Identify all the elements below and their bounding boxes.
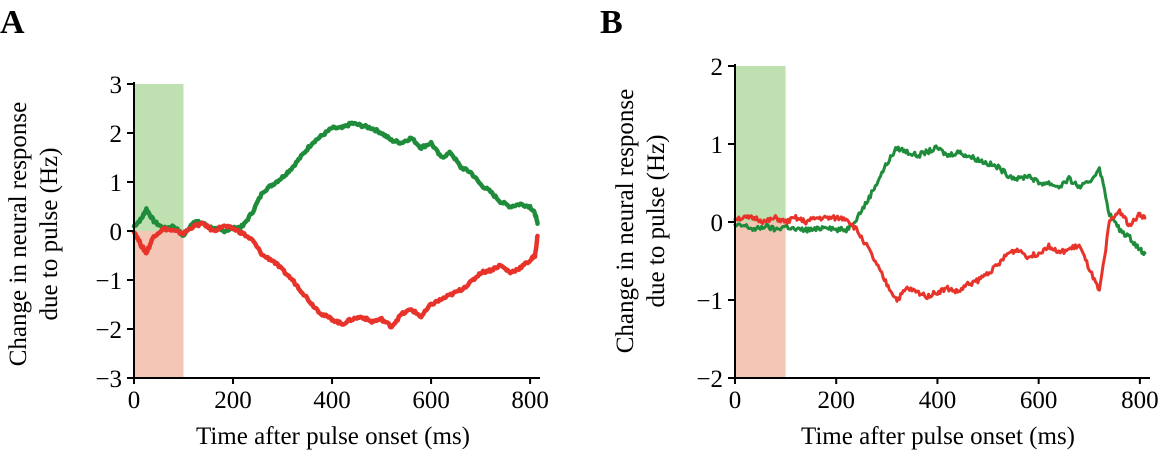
panel-b-xtick-label: 800 [1121, 387, 1159, 414]
panel-a-series-red [131, 220, 540, 330]
panel-a-xtick-label: 800 [511, 387, 549, 414]
panel-a-xtick-label: 0 [128, 387, 141, 414]
panel-b-pulse-shade-red [735, 222, 786, 378]
panel-a-xlabel: Time after pulse onset (ms) [196, 423, 470, 450]
panel-b-pulse-shade-green [735, 66, 786, 222]
panel-a-pulse-shade-red [134, 231, 184, 378]
panel-a-ylabel: Change in neural response due to pulse (… [5, 102, 63, 367]
panel-a-ytick-label: 1 [110, 170, 123, 197]
panel-b-ytick-label: 0 [711, 210, 724, 237]
panel-b-xlabel: Time after pulse onset (ms) [801, 423, 1075, 450]
panel-b-xtick-label: 400 [919, 387, 957, 414]
panel-b-series-red [733, 208, 1147, 303]
panel-b-series-green [733, 144, 1147, 257]
panel-b-ytick-label: 2 [711, 54, 724, 81]
panel-a-ytick-label: −1 [95, 268, 122, 295]
panel-b-ylabel-line1: Change in neural response [612, 89, 639, 354]
panel-b-ytick-label: −2 [696, 366, 723, 393]
panel-a-ytick-label: −3 [95, 366, 122, 393]
panel-a-label: A [0, 4, 25, 41]
panel-a-xtick-label: 600 [412, 387, 450, 414]
panel-a-xtick-label: 200 [214, 387, 252, 414]
panel-b-xtick-label: 600 [1020, 387, 1058, 414]
panel-b-ytick-label: 1 [711, 132, 724, 159]
panel-b-xtick-label: 200 [817, 387, 855, 414]
panel-a-ytick-label: 0 [110, 219, 123, 246]
panel-b-ylabel: Change in neural response due to pulse (… [612, 89, 670, 354]
panel-a-ytick-label: 2 [110, 121, 123, 148]
panel-a-ylabel-line1: Change in neural response [5, 102, 32, 367]
panel-a-ytick-label: 3 [110, 72, 123, 99]
panel-b-xtick-label: 0 [729, 387, 742, 414]
panel-a-ytick-label: −2 [95, 317, 122, 344]
panel-a-ylabel-line2: due to pulse (Hz) [36, 148, 63, 321]
panel-b: B Change in neural response due to pulse… [600, 4, 1159, 450]
panel-a: A Change in neural response due to pulse… [0, 4, 549, 450]
panel-a-pulse-shade-green [134, 84, 184, 231]
panel-b-ytick-label: −1 [696, 288, 723, 315]
panel-a-series-green [131, 120, 540, 238]
panel-b-label: B [600, 4, 623, 41]
panel-b-plot: 210−1−20 200 400 600 800 [696, 54, 1158, 414]
panel-a-xtick-label: 400 [313, 387, 351, 414]
panel-b-ylabel-line2: due to pulse (Hz) [643, 135, 670, 308]
